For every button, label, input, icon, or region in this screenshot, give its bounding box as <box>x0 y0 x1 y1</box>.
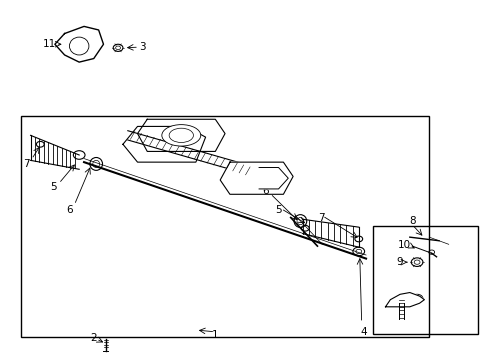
Text: 6: 6 <box>66 205 73 215</box>
Text: 5: 5 <box>275 205 281 215</box>
Ellipse shape <box>162 125 201 146</box>
Polygon shape <box>137 119 224 152</box>
Ellipse shape <box>169 128 193 143</box>
Polygon shape <box>122 126 205 162</box>
Text: 4: 4 <box>360 327 366 337</box>
Text: 7: 7 <box>23 159 30 169</box>
Polygon shape <box>259 167 287 189</box>
Text: 10: 10 <box>397 240 410 250</box>
Polygon shape <box>385 293 424 307</box>
Ellipse shape <box>69 37 89 55</box>
Text: 3: 3 <box>139 42 145 52</box>
Text: 5: 5 <box>50 182 57 192</box>
Text: 9: 9 <box>396 257 403 267</box>
Text: 6: 6 <box>262 186 268 196</box>
Text: 8: 8 <box>408 216 415 226</box>
Text: 11: 11 <box>42 39 56 49</box>
Bar <box>372 226 477 334</box>
Polygon shape <box>220 162 292 194</box>
Text: 1: 1 <box>212 330 218 341</box>
Text: 2: 2 <box>90 333 97 343</box>
Text: 7: 7 <box>317 212 324 222</box>
Polygon shape <box>55 26 103 62</box>
Bar <box>21 116 428 337</box>
